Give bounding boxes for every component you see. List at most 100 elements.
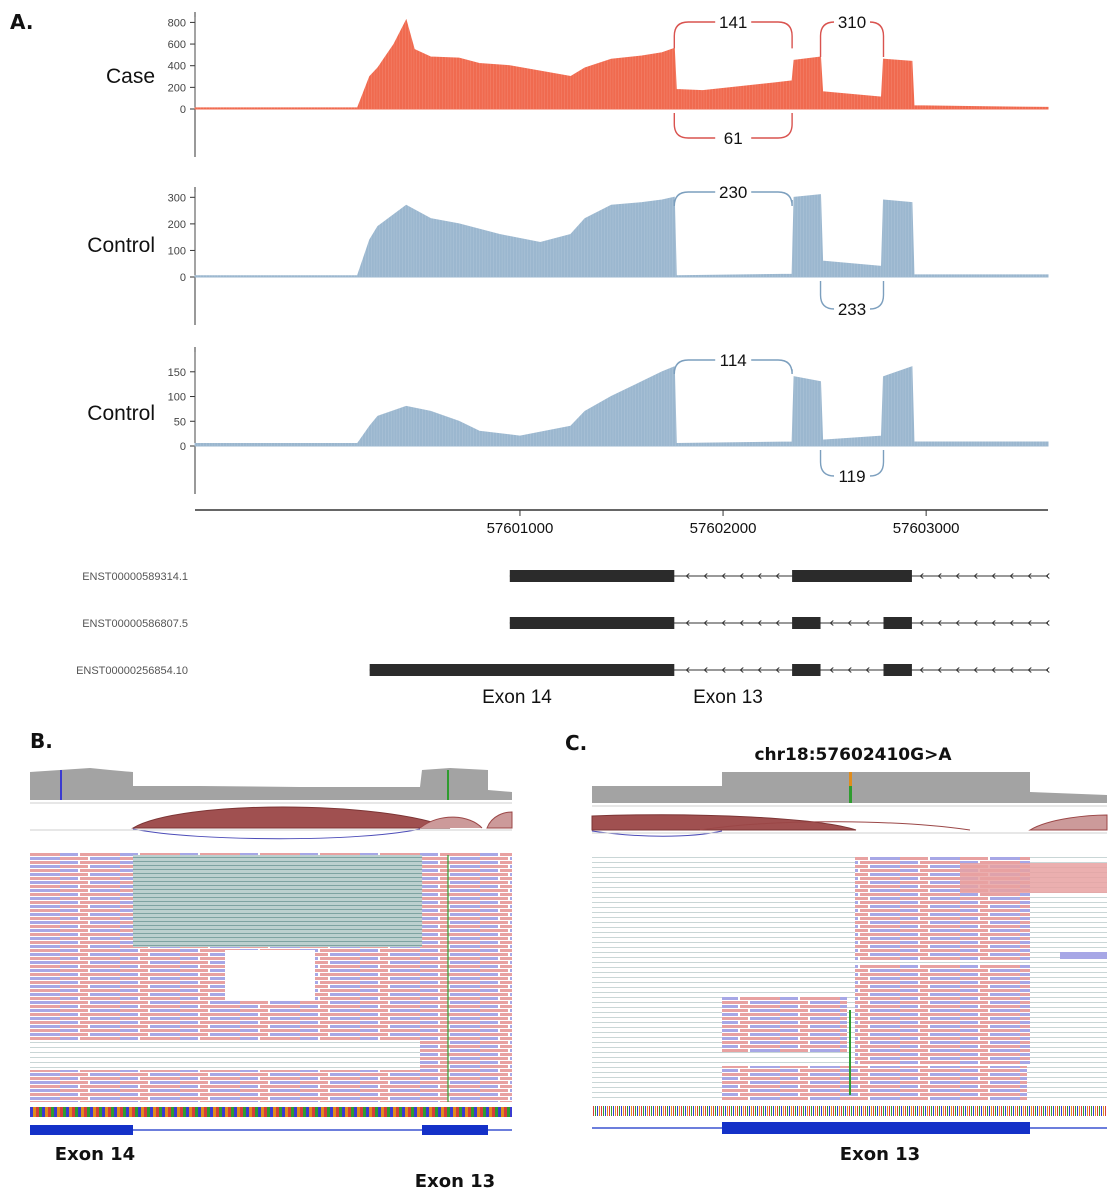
y-tick-label: 0 [180, 272, 186, 284]
transcript-exon [509, 617, 675, 629]
y-tick-label: 150 [168, 367, 186, 379]
gene-exon13-b [422, 1125, 488, 1135]
gene-exon13-c [722, 1122, 1030, 1134]
reads-c-exon13-stack2 [855, 964, 1030, 1064]
igv-coverage-b [30, 768, 512, 800]
y-tick-label: 100 [168, 245, 186, 257]
transcript-id: ENST00000256854.10 [76, 665, 188, 677]
strand-arrow [685, 620, 690, 626]
strand-arrow [973, 620, 978, 626]
x-tick-label: 57602000 [690, 520, 757, 537]
junction-label-bg [834, 12, 871, 32]
igv-coverage-snv-c-top [849, 772, 852, 786]
strand-arrow [973, 667, 978, 673]
strand-arrow [991, 667, 996, 673]
strand-arrow [1009, 667, 1014, 673]
exon-13-label-c: Exon 13 [840, 1144, 920, 1165]
strand-arrow [991, 620, 996, 626]
exon-14-label-a: Exon 14 [482, 687, 552, 708]
coverage-area [194, 194, 1049, 278]
transcript-exon [792, 617, 821, 629]
strand-arrow [1045, 667, 1050, 673]
strand-arrow [973, 573, 978, 579]
junction-label-bg [715, 350, 752, 370]
junction-label-bg [715, 182, 752, 202]
coverage-track-control-2: 0 50 100 150 114 119 [168, 347, 1049, 494]
strand-arrow [1045, 573, 1050, 579]
strand-arrow [685, 667, 690, 673]
reads-b-spliced-lines [133, 855, 423, 947]
reads-c-right-pink [960, 863, 1107, 893]
x-tick-label: 57603000 [893, 520, 960, 537]
strand-arrow [721, 620, 726, 626]
genomic-x-axis: 57601000 57602000 57603000 [195, 509, 1048, 537]
track-label-case: Case [106, 65, 155, 88]
coverage-track-case: 0 200 400 600 800 141 310 61 [168, 12, 1049, 157]
strand-arrow [937, 667, 942, 673]
sashimi-arc-c-right [1028, 814, 1108, 831]
y-tick-label: 800 [168, 17, 186, 29]
y-tick-label: 0 [180, 441, 186, 453]
junction-count: 61 [724, 129, 743, 148]
transcript-exon [509, 570, 675, 582]
y-tick-label: 600 [168, 39, 186, 51]
igv-panel-b [30, 768, 513, 1135]
igv-coverage-snv-b1 [60, 770, 62, 800]
strand-arrow [829, 620, 834, 626]
reads-c-right-blue [1060, 952, 1107, 959]
panel-letter-c: C. [565, 731, 587, 755]
igv-coverage-snv-c [849, 772, 852, 803]
strand-arrow [775, 667, 780, 673]
sashimi-arc-b-small [419, 816, 483, 829]
strand-arrow [775, 573, 780, 579]
sequence-track-c [592, 1106, 1107, 1116]
y-tick-label: 0 [180, 104, 186, 116]
strand-arrow [919, 667, 924, 673]
strand-arrow [865, 667, 870, 673]
sashimi-arc-b-main [131, 806, 451, 829]
strand-arrow [1009, 573, 1014, 579]
strand-arrow [1027, 573, 1032, 579]
strand-arrow [757, 573, 762, 579]
strand-arrow [991, 573, 996, 579]
strand-arrow [919, 573, 924, 579]
junction-count: 310 [838, 13, 866, 32]
sashimi-arc-c-below [591, 830, 723, 837]
strand-arrow [1009, 620, 1014, 626]
strand-arrow [739, 573, 744, 579]
strand-arrow [847, 667, 852, 673]
strand-arrow [721, 573, 726, 579]
sashimi-arc-c-left2 [699, 821, 971, 831]
strand-arrow [955, 620, 960, 626]
sequence-track-b [30, 1107, 512, 1117]
strand-arrow [1027, 667, 1032, 673]
junction-count: 119 [838, 467, 865, 486]
coverage-area [194, 366, 1049, 447]
strand-arrow [703, 620, 708, 626]
y-tick-label: 300 [168, 192, 186, 204]
strand-arrow [937, 573, 942, 579]
transcript-id: ENST00000586807.5 [82, 618, 188, 630]
strand-arrow [865, 620, 870, 626]
junction-count: 141 [719, 13, 747, 32]
strand-arrow [703, 573, 708, 579]
transcript-id: ENST00000589314.1 [82, 571, 188, 583]
strand-arrow [919, 620, 924, 626]
strand-arrow [1027, 620, 1032, 626]
reads-c-left-stack [722, 996, 847, 1052]
x-tick-label: 57601000 [487, 520, 554, 537]
track-label-control-1: Control [87, 234, 155, 257]
strand-arrow [757, 620, 762, 626]
reads-b-white-gap-1 [225, 950, 315, 1000]
strand-arrow [703, 667, 708, 673]
strand-arrow [685, 573, 690, 579]
reads-c-snv-column [849, 1010, 851, 1095]
junction-count: 230 [719, 183, 747, 202]
strand-arrow [775, 620, 780, 626]
transcript-exon [883, 617, 912, 629]
junction-label-bg [834, 299, 871, 319]
sashimi-arc-b-right [486, 811, 513, 829]
strand-arrow [847, 620, 852, 626]
sashimi-arc-b-below [132, 828, 421, 840]
